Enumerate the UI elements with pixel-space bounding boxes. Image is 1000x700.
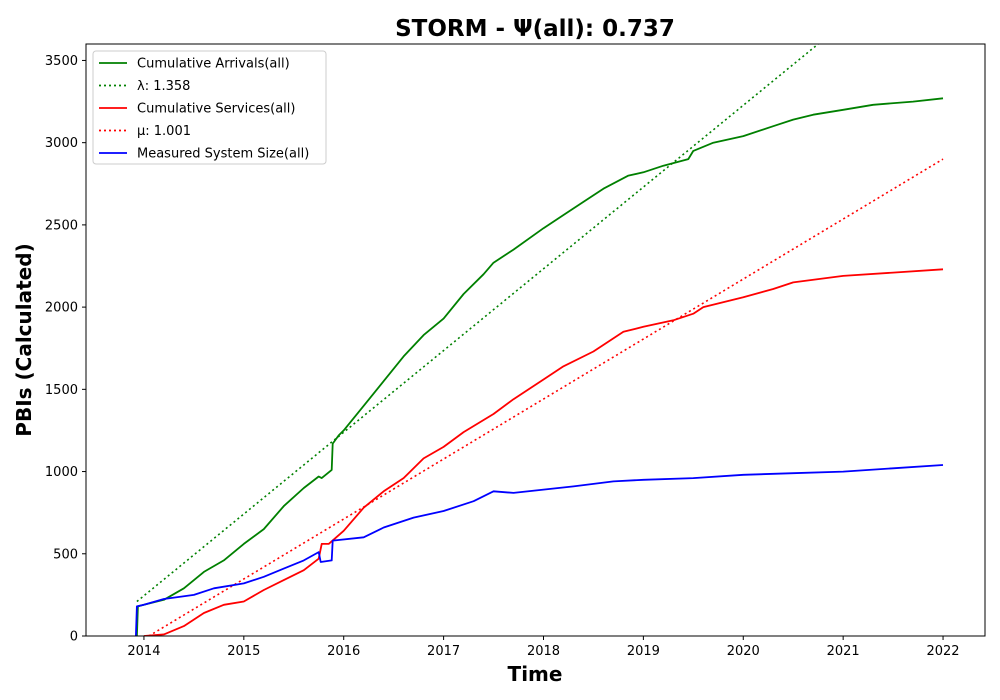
- ticks-layer: 2014 2015 2016 2017 2018 2019 2020 2021 2022 0 500…: [45, 54, 960, 659]
- series-line-3-cumulative-services-all: [143, 268, 944, 636]
- y-tick-label-2000: 2000: [45, 301, 78, 316]
- x-axis-label: Time: [508, 662, 563, 686]
- y-tick-label-2500: 2500: [45, 218, 78, 233]
- legend-label-2: λ: 1.358: [137, 79, 190, 94]
- series-line-4-1-001: [148, 158, 944, 636]
- x-tick-label-2019: 2019: [627, 644, 660, 659]
- y-tick-label-3500: 3500: [45, 54, 78, 69]
- series-layer: [135, 44, 944, 636]
- x-tick-label-2014: 2014: [127, 644, 160, 659]
- legend-frame: [92, 50, 327, 165]
- x-tick-label-2021: 2021: [827, 644, 860, 659]
- y-tick-label-0: 0: [70, 630, 78, 645]
- series-line-5-measured-system-size-all: [135, 464, 944, 636]
- y-tick-label-1000: 1000: [45, 465, 78, 480]
- legend: Cumulative Arrivals(all) λ: 1.358 Cumulati…: [92, 50, 327, 165]
- y-axis-label: PBIs (Calculated): [12, 243, 36, 436]
- legend-label-5: Measured System Size(all): [137, 147, 309, 162]
- x-tick-label-2020: 2020: [727, 644, 760, 659]
- y-tick-label-500: 500: [53, 547, 78, 562]
- x-tick-label-2017: 2017: [427, 644, 460, 659]
- x-tick-label-2022: 2022: [926, 644, 959, 659]
- y-tick-label-1500: 1500: [45, 383, 78, 398]
- x-tick-label-2016: 2016: [327, 644, 360, 659]
- x-tick-label-2015: 2015: [227, 644, 260, 659]
- plot-frame: [85, 43, 986, 637]
- chart-title: STORM - Ψ(all): 0.737: [395, 16, 675, 42]
- series-line-1-cumulative-arrivals-all: [136, 97, 944, 636]
- x-tick-label-2018: 2018: [527, 644, 560, 659]
- series-line-2-1-358: [136, 44, 819, 603]
- y-tick-label-3000: 3000: [45, 136, 78, 151]
- legend-label-3: Cumulative Services(all): [137, 102, 295, 117]
- legend-label-4: μ: 1.001: [137, 124, 191, 139]
- legend-label-1: Cumulative Arrivals(all): [137, 57, 290, 72]
